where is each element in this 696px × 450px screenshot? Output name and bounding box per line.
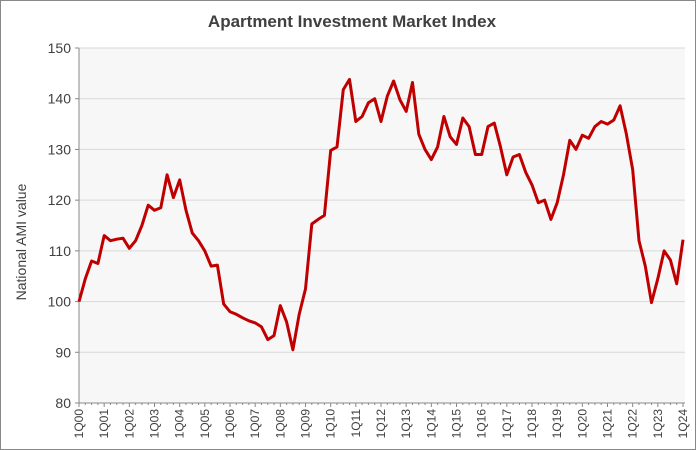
x-tick-label: 1Q24 (676, 409, 690, 439)
x-tick-label: 1Q10 (324, 409, 338, 439)
y-tick-label: 100 (48, 294, 72, 310)
x-tick-label: 1Q22 (626, 409, 640, 439)
y-axis-label: National AMI value (13, 183, 29, 300)
x-tick-label: 1Q12 (374, 409, 388, 439)
x-tick-label: 1Q18 (525, 409, 539, 439)
x-tick-label: 1Q17 (500, 409, 514, 439)
x-tick-label: 1Q11 (349, 409, 363, 438)
x-tick-label: 1Q04 (173, 409, 187, 439)
x-tick-label: 1Q06 (223, 409, 237, 439)
x-tick-label: 1Q23 (651, 409, 665, 439)
y-tick-label: 150 (48, 40, 72, 56)
plot-area (79, 48, 685, 403)
x-tick-label: 1Q21 (601, 409, 615, 439)
y-tick-label: 90 (55, 344, 71, 360)
y-tick-label: 120 (48, 192, 72, 208)
x-tick-label: 1Q09 (299, 409, 313, 439)
x-tick-label: 1Q07 (248, 409, 262, 439)
x-tick-label: 1Q08 (273, 409, 287, 439)
x-tick-label: 1Q02 (122, 409, 136, 439)
x-tick-label: 1Q16 (475, 409, 489, 439)
x-tick-label: 1Q03 (148, 409, 162, 439)
x-tick-label: 1Q00 (72, 409, 86, 439)
x-tick-label: 1Q14 (424, 409, 438, 439)
y-tick-label: 110 (49, 243, 72, 259)
data-line (77, 77, 685, 352)
x-tick-label: 1Q20 (575, 409, 589, 439)
x-tick-label: 1Q15 (450, 409, 464, 439)
x-tick-label: 1Q01 (97, 409, 111, 439)
y-tick-label: 80 (55, 395, 71, 411)
chart-title: Apartment Investment Market Index (208, 12, 497, 31)
y-tick-label: 130 (48, 141, 72, 157)
x-tick-label: 1Q05 (198, 409, 212, 439)
x-tick-label: 1Q19 (550, 409, 564, 439)
y-tick-label: 140 (48, 91, 72, 107)
x-tick-label: 1Q13 (399, 409, 413, 439)
